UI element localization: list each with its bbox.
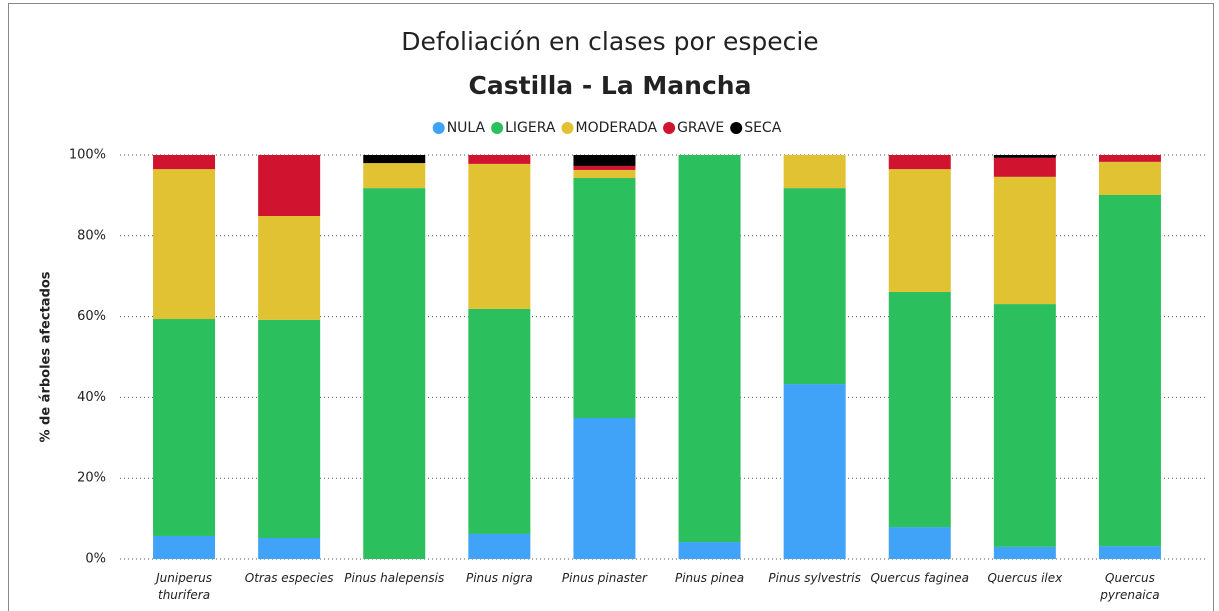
x-tick-label: Pinus pinaster [561, 571, 647, 585]
bar-segment [573, 169, 636, 179]
bar-segment [258, 537, 321, 559]
bar-segment [783, 188, 846, 385]
y-tick-label: 20% [77, 471, 106, 486]
chart-subtitle: Castilla - La Mancha [469, 71, 752, 100]
legend-label: LIGERA [505, 120, 556, 136]
bar-segment [993, 176, 1056, 305]
legend-swatch [432, 122, 445, 134]
x-tick-label: Otras especies [244, 571, 334, 585]
x-tick-label: Quercus faginea [870, 571, 969, 585]
bar-segment [993, 304, 1056, 547]
bar-segment [468, 155, 531, 164]
legend-item: SECA [730, 120, 782, 136]
bar-segment [1098, 155, 1161, 162]
bar-segment [363, 155, 426, 164]
x-tick-label: Pinus nigra [465, 571, 533, 585]
bar-segment [468, 163, 531, 309]
legend-swatch [663, 122, 676, 134]
bar-segment [888, 169, 951, 292]
x-tick-label: Pinus pinea [674, 571, 745, 585]
y-tick-label: 0% [85, 552, 106, 567]
bar-segment [888, 291, 951, 528]
bar-segment [1098, 546, 1161, 559]
legend-label: MODERADA [576, 120, 658, 136]
bar-segment [363, 188, 426, 560]
legend-label: GRAVE [677, 120, 724, 136]
y-tick-label: 80% [77, 228, 106, 243]
bar-segment [1098, 194, 1161, 547]
bar-segment [363, 163, 426, 189]
bar-segment [783, 155, 846, 189]
bar-segment [468, 533, 531, 559]
x-tick-label: Quercus ilex [987, 571, 1063, 585]
legend-swatch [730, 122, 743, 134]
legend-swatch [491, 122, 504, 134]
bar-segment [993, 157, 1056, 177]
y-axis-label: % de árboles afectados [39, 271, 54, 442]
bar-segment [258, 319, 321, 538]
bar-segment [153, 535, 216, 559]
bar-segment [678, 542, 741, 559]
legend-item: GRAVE [663, 120, 724, 136]
chart-title: Defoliación en clases por especie [401, 27, 818, 56]
bar-segment [888, 155, 951, 170]
bar-segment [993, 155, 1056, 158]
y-tick-label: 60% [77, 309, 106, 324]
x-tick-label: Quercus pyrenaica [1100, 571, 1160, 602]
bar-segment [888, 527, 951, 559]
legend-item: MODERADA [561, 120, 658, 136]
bar-segment [678, 155, 741, 543]
x-tick-label: Pinus sylvestris [768, 571, 861, 585]
bar-segment [468, 308, 531, 534]
legend-item: NULA [432, 120, 486, 136]
legend: NULA LIGERA MODERADA GRAVE SECA [432, 120, 782, 136]
legend-item: LIGERA [491, 120, 556, 136]
bar-segment [573, 155, 636, 166]
bar-segment [153, 155, 216, 170]
x-tick-label: Juniperus thurifera [156, 571, 212, 602]
bar-segment [153, 319, 216, 536]
x-tick-label: Pinus halepensis [344, 571, 445, 585]
legend-swatch [561, 122, 574, 134]
bar-segment [153, 169, 216, 320]
legend-label: NULA [447, 120, 486, 136]
bar-segment [1098, 161, 1161, 195]
bar-segment [258, 155, 321, 217]
frame [8, 3, 1214, 611]
bar-segment [573, 418, 636, 559]
bar-segment [993, 546, 1056, 559]
bar-segment [258, 216, 321, 320]
bar-segment [783, 384, 846, 559]
legend-label: SECA [744, 120, 782, 136]
y-tick-label: 100% [69, 148, 106, 163]
y-tick-label: 40% [77, 390, 106, 405]
bar-segment [573, 178, 636, 419]
bar-segment [573, 165, 636, 170]
